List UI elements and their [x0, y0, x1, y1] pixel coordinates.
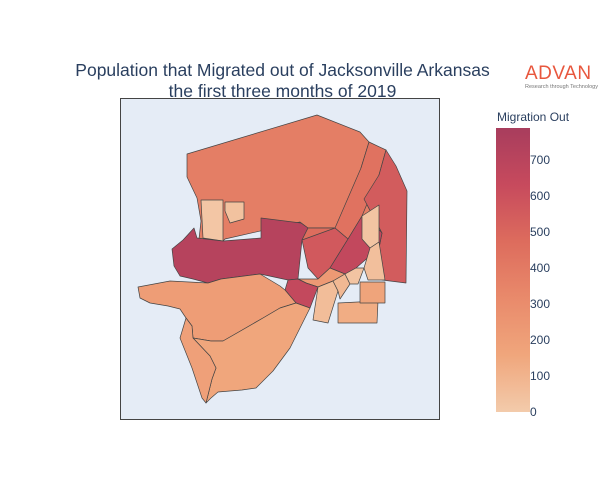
region-southeast-small[interactable] [363, 241, 386, 281]
region-northwest-small-1[interactable] [200, 199, 224, 242]
advan-logo: ADVAN Research through Technology [525, 63, 598, 91]
region-southeast-block-2[interactable] [359, 281, 386, 304]
map-title: Population that Migrated out of Jacksonv… [0, 60, 565, 102]
title-line-2: the first three months of 2019 [168, 81, 397, 101]
colorbar [496, 128, 530, 412]
colorbar-tick-label: 600 [530, 189, 551, 204]
choropleth-map [120, 98, 440, 420]
logo-tagline: Research through Technology [525, 84, 598, 90]
colorbar-tick-label: 100 [530, 369, 551, 384]
colorbar-title: Migration Out [497, 110, 570, 124]
colorbar-tick-label: 300 [530, 297, 551, 312]
title-line-1: Population that Migrated out of Jacksonv… [75, 60, 490, 80]
colorbar-tick-label: 0 [530, 405, 537, 419]
region-northwest-small-2[interactable] [224, 201, 245, 224]
region-southeast-block-1[interactable] [337, 300, 379, 324]
colorbar-tick-label: 400 [530, 261, 551, 276]
colorbar-tick-label: 200 [530, 333, 551, 348]
colorbar-tick-label: 500 [530, 225, 551, 240]
region-central-small-2[interactable] [332, 273, 351, 300]
colorbar-tick-label: 700 [530, 153, 551, 168]
logo-text: ADVAN [525, 63, 592, 84]
region-central-small-1[interactable] [312, 280, 339, 324]
region-central-small-3[interactable] [344, 267, 365, 285]
region-southwest-strip[interactable] [179, 317, 217, 404]
